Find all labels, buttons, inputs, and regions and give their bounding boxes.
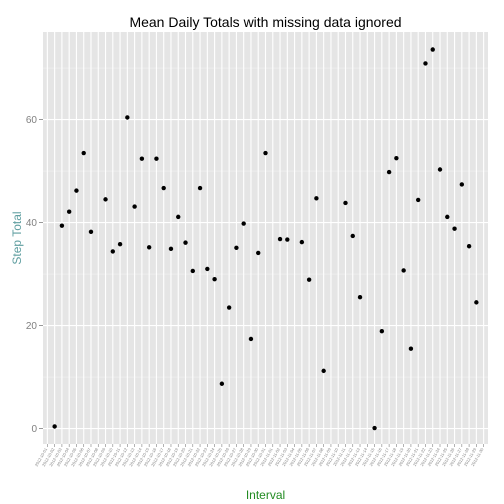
y-axis-ticks: 0 20 40 60 xyxy=(26,115,43,435)
data-point xyxy=(306,277,312,282)
data-point xyxy=(219,381,225,386)
y-tick-label: 20 xyxy=(26,321,38,332)
data-point xyxy=(277,236,283,242)
data-point xyxy=(226,305,232,310)
data-point xyxy=(445,214,450,220)
y-tick-label: 40 xyxy=(26,218,38,229)
data-point xyxy=(350,233,355,239)
data-point xyxy=(459,182,465,187)
data-point xyxy=(357,295,363,300)
data-point xyxy=(146,245,152,250)
data-point xyxy=(212,277,217,282)
data-point xyxy=(415,197,421,203)
data-point xyxy=(66,209,72,214)
data-point xyxy=(205,266,210,272)
data-point xyxy=(314,196,319,201)
data-point xyxy=(285,237,290,242)
data-point xyxy=(263,150,268,156)
data-point xyxy=(161,185,166,191)
data-point xyxy=(52,424,57,429)
data-point xyxy=(183,240,188,245)
data-point xyxy=(423,61,428,66)
data-point xyxy=(88,229,94,235)
data-point xyxy=(132,204,137,209)
data-point xyxy=(299,239,305,245)
data-point xyxy=(103,197,108,202)
data-point xyxy=(190,268,195,274)
data-point xyxy=(197,185,203,191)
data-point xyxy=(372,425,377,431)
chart-title: Mean Daily Totals with missing data igno… xyxy=(129,14,401,30)
data-point xyxy=(59,223,65,228)
data-point xyxy=(430,47,435,52)
data-point xyxy=(437,167,443,172)
data-point xyxy=(466,244,472,249)
data-point xyxy=(154,156,159,161)
y-tick-label: 60 xyxy=(26,115,38,126)
data-point xyxy=(386,169,392,175)
data-point xyxy=(452,226,457,231)
data-point xyxy=(81,150,86,156)
data-point xyxy=(74,188,79,193)
data-point xyxy=(125,115,130,120)
data-point xyxy=(401,268,406,273)
data-point xyxy=(110,249,116,254)
x-axis-label: Interval xyxy=(246,488,285,502)
y-tick-label: 0 xyxy=(31,424,37,435)
data-point xyxy=(234,245,239,250)
data-point xyxy=(176,214,181,220)
data-point xyxy=(256,250,261,256)
data-point xyxy=(408,346,414,351)
data-point xyxy=(139,156,145,161)
data-point xyxy=(379,329,385,334)
grid-major xyxy=(43,32,488,444)
data-point xyxy=(474,300,479,305)
data-point xyxy=(343,200,348,206)
data-point xyxy=(168,246,174,252)
x-axis-ticks: 2012-10-012012-10-022012-10-032012-10-04… xyxy=(34,444,485,467)
y-axis-label: Step Total xyxy=(10,211,24,264)
data-point xyxy=(321,368,326,374)
data-point xyxy=(117,241,123,247)
data-point xyxy=(241,221,246,226)
data-points xyxy=(52,47,479,431)
data-point xyxy=(394,155,399,161)
data-point xyxy=(248,336,254,342)
